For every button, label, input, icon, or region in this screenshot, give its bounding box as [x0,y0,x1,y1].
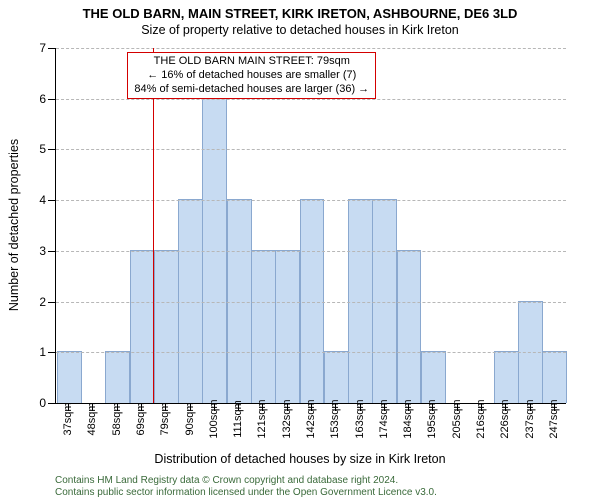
info-box: THE OLD BARN MAIN STREET: 79sqm← 16% of … [127,52,376,99]
y-tick-label: 7 [39,41,46,55]
x-tick-label: 153sqm [329,399,341,438]
y-tick-label: 2 [39,295,46,309]
bar [130,250,155,403]
info-line3: 84% of semi-detached houses are larger (… [134,83,369,97]
x-axis-title: Distribution of detached houses by size … [0,452,600,466]
marker-line [153,48,154,403]
y-tick [48,403,56,404]
y-tick-label: 0 [39,396,46,410]
gridline [56,149,566,150]
bar-slot [299,48,323,403]
y-axis-title: Number of detached properties [7,139,21,311]
page-title: THE OLD BARN, MAIN STREET, KIRK IRETON, … [0,0,600,21]
bar-slot [420,48,444,403]
bar-slot [153,48,177,403]
bar-slot [445,48,469,403]
x-tick-label: 195sqm [426,399,438,438]
bars-group [56,48,566,403]
y-tick [48,251,56,252]
x-tick-label: 163sqm [354,399,366,438]
page-subtitle: Size of property relative to detached ho… [0,23,600,37]
x-tick-label: 37sqm [62,402,74,435]
bar [275,250,300,403]
x-tick-label: 79sqm [159,402,171,435]
footer-line1: Contains HM Land Registry data © Crown c… [55,475,437,487]
bar [251,250,276,403]
y-tick-label: 6 [39,92,46,106]
footer-line2: Contains public sector information licen… [55,487,437,499]
y-tick-label: 5 [39,142,46,156]
gridline [56,48,566,49]
x-tick-label: 226sqm [499,399,511,438]
y-tick [48,352,56,353]
x-tick-label: 90sqm [184,402,196,435]
x-tick-label: 174sqm [378,399,390,438]
y-tick [48,200,56,201]
x-tick-label: 205sqm [451,399,463,438]
bar [57,351,82,403]
bar-slot [56,48,80,403]
bar-slot [469,48,493,403]
y-tick-label: 1 [39,345,46,359]
gridline [56,200,566,201]
y-tick-label: 3 [39,244,46,258]
bar-slot [226,48,250,403]
x-tick-label: 216sqm [475,399,487,438]
x-tick-label: 69sqm [135,402,147,435]
x-tick-label: 48sqm [86,402,98,435]
y-tick-label: 4 [39,193,46,207]
bar-slot [542,48,566,403]
bar-slot [517,48,541,403]
bar-slot [396,48,420,403]
info-line2: ← 16% of detached houses are smaller (7) [134,69,369,83]
x-tick-label: 142sqm [305,399,317,438]
x-tick-label: 132sqm [281,399,293,438]
y-tick [48,48,56,49]
bar-slot [177,48,201,403]
y-tick [48,149,56,150]
bar-slot [275,48,299,403]
x-tick-label: 247sqm [548,399,560,438]
gridline [56,251,566,252]
bar-slot [105,48,129,403]
bar [421,351,446,403]
x-tick-label: 100sqm [208,399,220,438]
bar-slot [372,48,396,403]
bar [494,351,519,403]
x-tick-label: 184sqm [402,399,414,438]
x-tick-label: 121sqm [256,399,268,438]
bar-slot [80,48,104,403]
x-tick-label: 58sqm [111,402,123,435]
x-tick-label: 237sqm [524,399,536,438]
footer-attribution: Contains HM Land Registry data © Crown c… [55,475,437,498]
bar [542,351,567,403]
bar-slot [347,48,371,403]
bar [154,250,179,403]
bar [397,250,422,403]
y-tick [48,99,56,100]
bar-slot [129,48,153,403]
x-tick-label: 111sqm [232,400,244,438]
info-line1: THE OLD BARN MAIN STREET: 79sqm [134,55,369,69]
bar-slot [250,48,274,403]
gridline [56,352,566,353]
bar-slot [323,48,347,403]
gridline [56,302,566,303]
chart-container: THE OLD BARN, MAIN STREET, KIRK IRETON, … [0,0,600,500]
bar-slot [202,48,226,403]
chart-area: 0123456737sqm48sqm58sqm69sqm79sqm90sqm10… [55,48,566,404]
y-tick [48,302,56,303]
bar [324,351,349,403]
bar-slot [493,48,517,403]
bar [105,351,130,403]
